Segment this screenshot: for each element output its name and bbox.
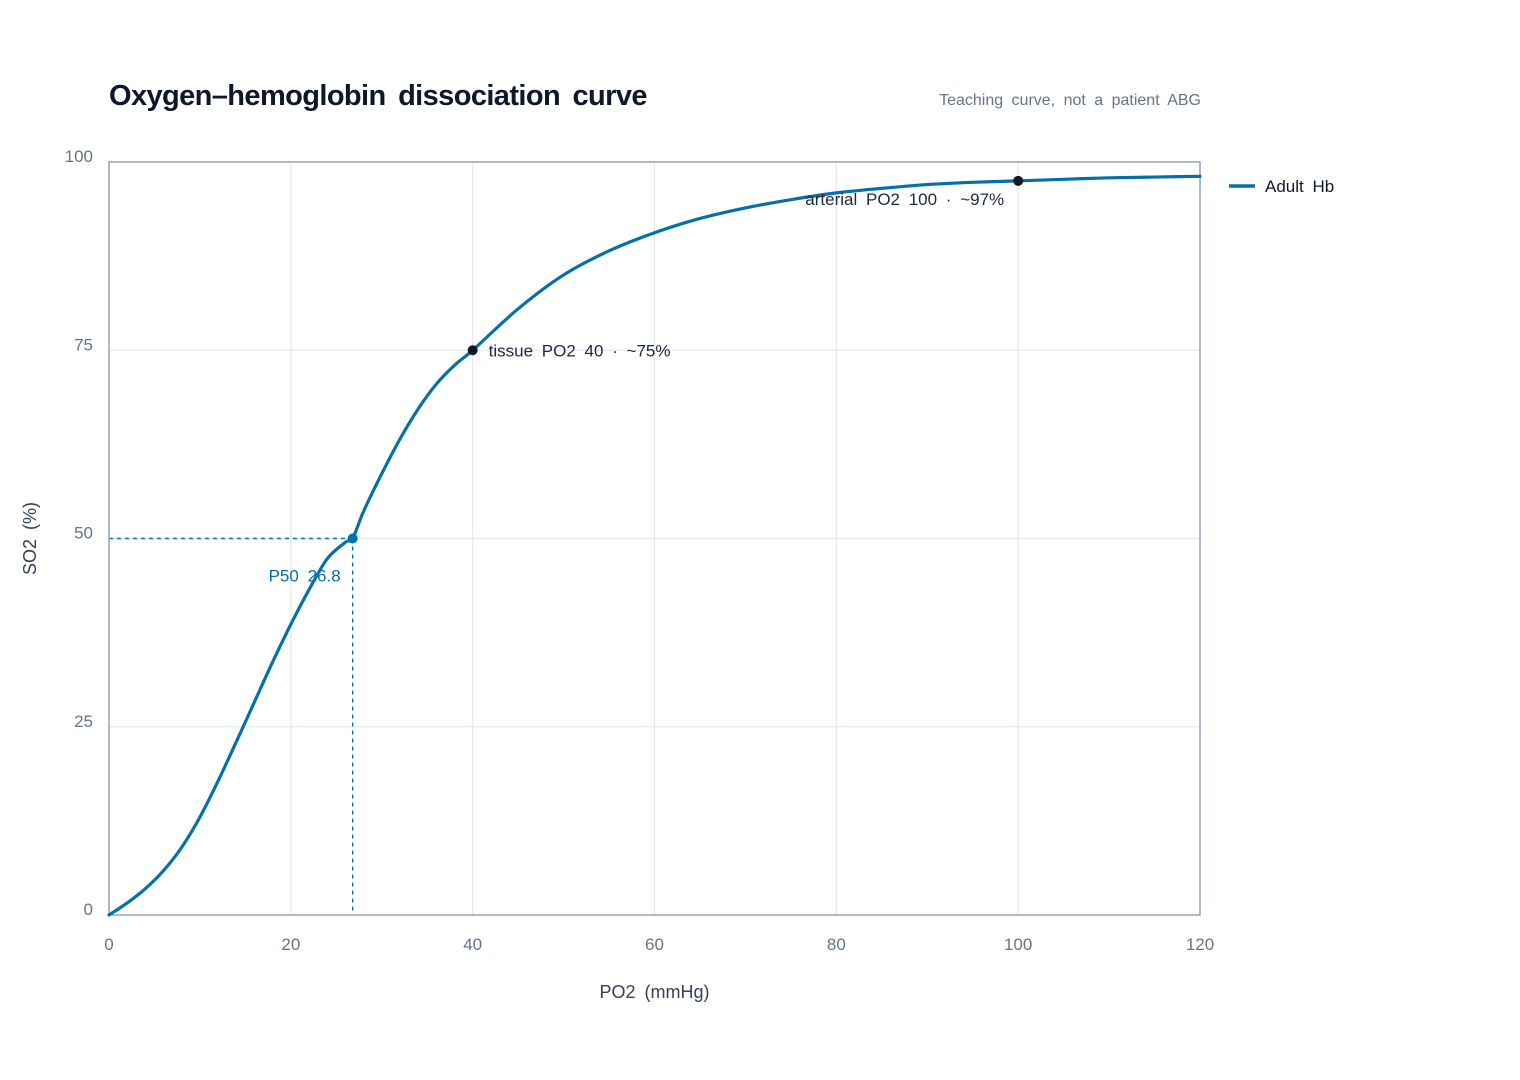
marker-layer: P50 26.8 tissue PO2 40 · ~75% arterial PO2… bbox=[269, 175, 1024, 586]
tissue-po2-marker bbox=[467, 345, 478, 356]
y-tick-label: 25 bbox=[74, 712, 93, 731]
y-tick-label: 50 bbox=[74, 524, 93, 543]
x-tick-label: 20 bbox=[281, 935, 300, 954]
x-tick-label: 80 bbox=[827, 935, 846, 954]
x-tick-label: 60 bbox=[645, 935, 664, 954]
series-line-adult-hb bbox=[107, 174, 1202, 917]
chart-subtitle: Teaching curve, not a patient ABG bbox=[939, 92, 1201, 109]
x-tick-label: 0 bbox=[104, 935, 113, 954]
legend: Adult Hb bbox=[1229, 177, 1334, 196]
tissue-po2-label: tissue PO2 40 · ~75% bbox=[489, 341, 671, 360]
y-tick-label: 75 bbox=[74, 335, 93, 354]
x-tick-label: 40 bbox=[463, 935, 482, 954]
legend-label-adult-hb: Adult Hb bbox=[1265, 177, 1334, 196]
x-tick-label: 120 bbox=[1186, 935, 1214, 954]
p50-label: P50 26.8 bbox=[269, 567, 341, 586]
y-tick-label: 100 bbox=[65, 147, 93, 166]
y-axis-label: SO2 (%) bbox=[20, 502, 40, 575]
arterial-po2-label: arterial PO2 100 · ~97% bbox=[805, 190, 1004, 209]
tick-labels: 0 20 40 60 80 100 120 0 25 50 75 100 bbox=[65, 147, 1215, 954]
p50-marker bbox=[347, 533, 358, 544]
x-tick-label: 100 bbox=[1004, 935, 1032, 954]
x-axis-label: PO2 (mmHg) bbox=[599, 982, 709, 1002]
grid-layer bbox=[109, 162, 1200, 915]
arterial-po2-marker bbox=[1013, 175, 1024, 186]
series-layer bbox=[107, 174, 1202, 917]
reference-lines bbox=[109, 537, 354, 915]
chart-title: Oxygen–hemoglobin dissociation curve bbox=[109, 80, 648, 112]
y-tick-label: 0 bbox=[84, 900, 93, 919]
plot-frame bbox=[108, 161, 1201, 916]
